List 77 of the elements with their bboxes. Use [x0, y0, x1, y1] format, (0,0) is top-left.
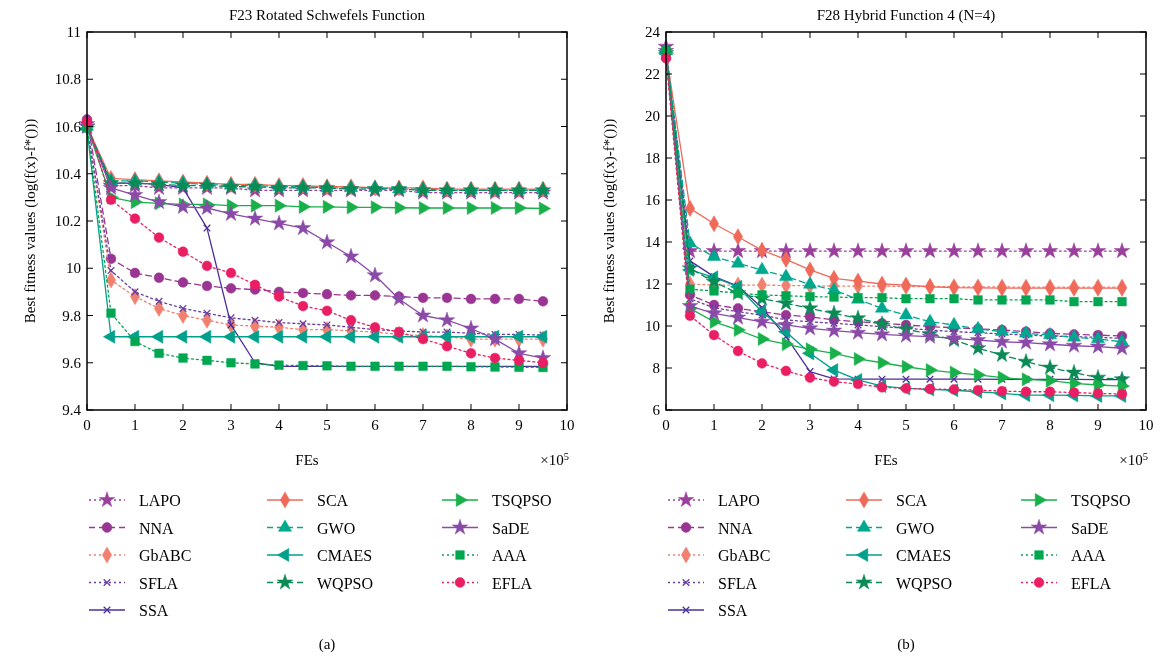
- text: (a): [318, 636, 336, 653]
- text: (b): [897, 636, 915, 653]
- y-tick-label: 10.2: [54, 213, 81, 229]
- x-tick-label: 6: [371, 417, 380, 433]
- text: ×10$^{5}$: [1119, 450, 1148, 468]
- chart-title: F28 Hybrid Function 4 (N=4): [816, 7, 996, 24]
- y-tick-label: 24: [645, 24, 661, 40]
- y-tick-label: 8: [652, 360, 660, 376]
- x-tick-label: 2: [179, 417, 187, 433]
- chart-title: F23 Rotated Schwefels Function: [228, 7, 426, 23]
- legend-label: NNA: [718, 519, 754, 537]
- legend-label: AAA: [492, 547, 528, 564]
- legend-label: CMAES: [896, 547, 952, 564]
- y-tick-label: 16: [645, 192, 661, 208]
- y-tick-label: 18: [645, 150, 660, 166]
- legend-label: LAPO: [718, 492, 760, 509]
- legend-label: SCA: [896, 492, 928, 509]
- x-tick-label: 2: [758, 417, 766, 433]
- x-tick-label: 3: [227, 417, 235, 433]
- legend-label: NNA: [139, 519, 175, 537]
- legend-label: SSA: [718, 602, 748, 619]
- x-tick-label: 10: [559, 417, 575, 433]
- y-tick-label: 9.6: [62, 354, 82, 371]
- y-tick-label: 10.8: [54, 71, 81, 88]
- legend-label: GbABC: [718, 547, 771, 564]
- y-tick-label: 12: [645, 276, 660, 292]
- x-tick-label: 9: [1094, 417, 1102, 433]
- legend-label: LAPO: [139, 492, 181, 509]
- legend-label: SFLA: [718, 574, 758, 592]
- x-tick-label: 7: [419, 417, 428, 433]
- y-tick-label: 9.4: [62, 402, 82, 418]
- legend-label: SaDE: [1071, 519, 1109, 537]
- legend-label: TSQPSO: [1071, 492, 1131, 509]
- legend-label: SSA: [139, 602, 169, 619]
- legend-label: WQPSO: [317, 574, 374, 592]
- y-tick-label: 22: [645, 66, 660, 82]
- legend-label: EFLA: [1071, 574, 1112, 592]
- y-tick-label: 9.8: [62, 307, 81, 324]
- x-tick-label: 0: [83, 417, 91, 433]
- legend-label: SaDE: [492, 519, 530, 537]
- legend-label: CMAES: [317, 547, 373, 564]
- x-tick-label: 6: [950, 417, 959, 433]
- y-axis-title: Best fitness values (log(f(x)-f*())): [22, 118, 39, 324]
- legend-label: TSQPSO: [492, 492, 552, 509]
- legend-label: WQPSO: [896, 574, 953, 592]
- y-tick-label: 10.6: [54, 118, 82, 135]
- y-tick-label: 10: [66, 260, 81, 277]
- y-tick-label: 10.4: [54, 165, 82, 182]
- legend-label: SFLA: [139, 574, 179, 592]
- x-tick-label: 5: [323, 417, 331, 433]
- x-tick-label: 10: [1138, 417, 1154, 433]
- legend-label: GWO: [317, 519, 356, 537]
- legend-label: GWO: [896, 519, 935, 537]
- legend-label: GbABC: [139, 547, 192, 564]
- x-tick-label: 8: [467, 417, 475, 433]
- legend-label: AAA: [1071, 547, 1107, 564]
- x-tick-label: 4: [854, 417, 863, 433]
- legend-label: SCA: [317, 492, 349, 509]
- x-tick-label: 0: [662, 417, 670, 433]
- y-tick-label: 20: [645, 108, 660, 124]
- y-tick-label: 10: [645, 318, 660, 334]
- x-tick-label: 3: [806, 417, 814, 433]
- x-tick-label: 8: [1046, 417, 1054, 433]
- x-axis-title: FEs: [874, 452, 898, 468]
- x-tick-label: 1: [131, 417, 139, 433]
- x-tick-label: 5: [902, 417, 910, 433]
- y-axis-title: Best fitness values (log(f(x)-f*())): [601, 118, 618, 324]
- y-tick-label: 6: [652, 402, 661, 418]
- x-tick-label: 7: [998, 417, 1007, 433]
- legend-label: EFLA: [492, 574, 533, 592]
- y-tick-label: 14: [645, 234, 661, 250]
- text: ×10$^{5}$: [540, 450, 569, 468]
- x-tick-label: 9: [515, 417, 523, 433]
- x-axis-title: FEs: [295, 452, 319, 468]
- x-tick-label: 1: [710, 417, 718, 433]
- y-tick-label: 11: [66, 24, 81, 40]
- x-tick-label: 4: [275, 417, 284, 433]
